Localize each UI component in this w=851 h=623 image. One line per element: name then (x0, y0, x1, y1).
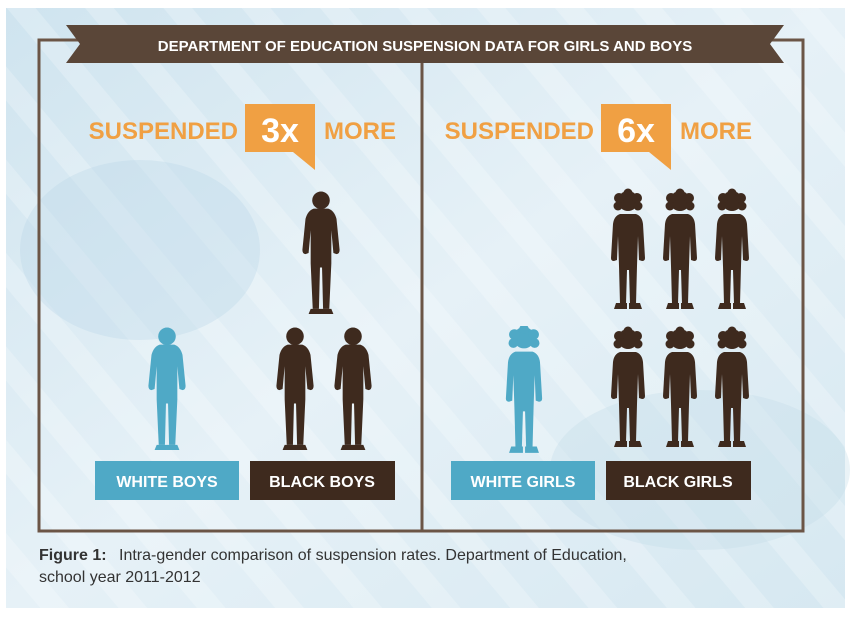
background-stripes (6, 8, 845, 608)
background-wash (20, 160, 260, 340)
white-girls-label-box (451, 461, 595, 500)
white-boys-label-box (95, 461, 239, 500)
girls-panel: SUSPENDED 6x MORE WHITE GIRLS BLACK GIRL… (445, 104, 752, 500)
white-boys-label: WHITE BOYS (116, 474, 218, 491)
girls-callout-prefix: SUSPENDED (445, 118, 594, 145)
caption-text-1: Intra-gender comparison of suspension ra… (119, 547, 627, 564)
girls-multiplier-badge: 6x (601, 104, 671, 170)
caption-line-1: Figure 1: Intra-gender comparison of sus… (39, 547, 627, 564)
girls-callout-suffix: MORE (680, 118, 752, 145)
black-girls-label-box (606, 461, 751, 500)
boys-panel: SUSPENDED 3x MORE WHITE BOYS BLACK BOYS (89, 104, 396, 500)
boys-callout-suffix: MORE (324, 118, 396, 145)
black-girls-label: BLACK GIRLS (623, 474, 733, 491)
boys-multiplier-badge: 3x (245, 104, 315, 170)
white-girls-label: WHITE GIRLS (471, 474, 576, 491)
girls-multiplier: 6x (617, 112, 655, 150)
boys-multiplier: 3x (261, 112, 299, 150)
caption-line-2: school year 2011-2012 (39, 569, 201, 586)
boys-callout-prefix: SUSPENDED (89, 118, 238, 145)
header-ribbon (66, 25, 784, 63)
black-boys-label-box (250, 461, 395, 500)
header-title: DEPARTMENT OF EDUCATION SUSPENSION DATA … (158, 38, 692, 55)
caption-label: Figure 1: (39, 547, 107, 564)
black-boys-label: BLACK BOYS (269, 474, 375, 491)
